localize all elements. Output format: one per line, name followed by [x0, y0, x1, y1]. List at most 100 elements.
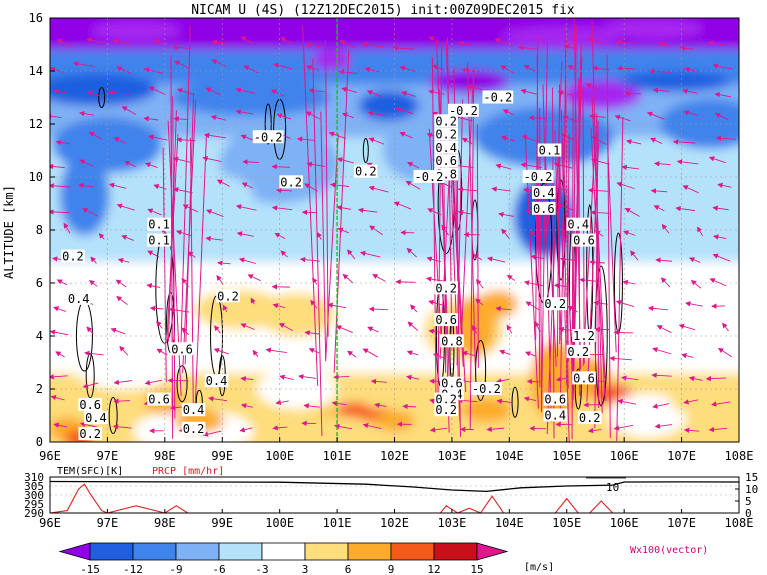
wind-vector [110, 327, 126, 335]
field-patch-40 [602, 18, 703, 39]
wind-vector [367, 110, 387, 117]
contour-label-bg [566, 344, 591, 358]
field-patch-35 [59, 155, 110, 236]
wind-vector [211, 39, 228, 45]
colorbar-box [175, 542, 220, 561]
updraft-vector [558, 133, 570, 442]
wind-vector [366, 90, 383, 97]
wind-vector [399, 65, 417, 72]
wind-vector [305, 42, 323, 48]
y-tick-label: 4 [36, 329, 43, 343]
wind-vector [357, 207, 378, 214]
wind-vector [153, 184, 167, 190]
contour-label-bg [353, 164, 378, 178]
contour-label: 0.2 [544, 297, 566, 311]
wind-vector [712, 253, 731, 262]
wind-vector [210, 114, 227, 121]
contour-label: 0.6 [573, 234, 595, 248]
wind-vector [609, 355, 632, 362]
contour-label: 0.1 [539, 144, 561, 158]
colorbar-box [261, 542, 306, 561]
wind-vector [146, 283, 161, 289]
wind-vector [329, 182, 349, 188]
wind-vector [588, 113, 606, 120]
wind-vector [362, 423, 382, 430]
field-patch-32 [590, 160, 739, 221]
colorbar-box [304, 542, 349, 561]
wind-field [50, 18, 739, 442]
wind-vector [205, 236, 223, 242]
wind-vector [280, 37, 293, 45]
wind-vector [247, 274, 261, 282]
contour-label: 0.2 [435, 128, 457, 142]
field-patch-28 [133, 170, 254, 221]
updraft-vector [591, 95, 606, 379]
colorbar-box [433, 542, 478, 561]
wind-vector [240, 323, 255, 330]
wind-vector [652, 403, 670, 409]
wind-vector [648, 68, 672, 74]
wind-vector [708, 426, 728, 433]
contour-label-bg [522, 170, 554, 183]
wind-vector [176, 88, 194, 95]
wind-vector [117, 257, 130, 264]
wind-vector [361, 42, 384, 48]
wind-vector [560, 133, 574, 141]
wind-vector [682, 185, 699, 194]
contour-label: 0.6 [544, 393, 566, 407]
contour-11 [362, 138, 369, 163]
wind-vector [116, 66, 132, 74]
updraft-vector [172, 96, 176, 419]
wind-vector [208, 396, 228, 402]
wind-vector [395, 107, 414, 115]
contour-label: 0.2 [435, 403, 457, 417]
wind-vector [181, 327, 190, 336]
surface-right-tick: 10 [745, 483, 758, 496]
updraft-vector [182, 99, 197, 373]
wind-vector [82, 208, 99, 217]
wind-vector [272, 425, 288, 431]
wind-vector [90, 256, 97, 264]
updraft-vector [539, 107, 543, 406]
contour-label-bg [78, 397, 102, 411]
y-tick-label: 2 [36, 382, 43, 396]
surface-gridlines [50, 485, 739, 496]
wind-vector [362, 348, 379, 358]
wind-vector [707, 40, 729, 47]
wind-vector [401, 90, 416, 97]
contour-label-bg [434, 403, 458, 417]
updraft-vector [476, 124, 479, 368]
wind-vector [500, 65, 515, 74]
wind-vector [429, 427, 448, 433]
wind-vector [143, 116, 159, 122]
x-tick-label: 106E [610, 449, 639, 463]
x-tick-label: 107E [667, 449, 696, 463]
wind-vector [652, 347, 672, 355]
main-axis-ticks: 96E 97E 98E 99E 100E 101E 102E 103E 104E 105E 106E… [29, 11, 754, 463]
contour-label: 0.1 [148, 218, 170, 232]
x-tick-label: 102E [380, 449, 409, 463]
contour-label-bg [434, 281, 458, 295]
updraft-vector [194, 136, 207, 412]
x-tick-label: 100E [265, 449, 294, 463]
surface-x-tick: 99E [211, 516, 233, 530]
colorbar-labels: -15 -12 -9 -6 -3 3 6 9 12 15 [80, 563, 484, 575]
wind-vector [240, 376, 254, 382]
y-tick-label: 12 [29, 117, 43, 131]
contour-label-bg [440, 376, 464, 390]
wind-vector [144, 162, 158, 168]
wind-vector [112, 38, 131, 45]
colorbar-boxes [58, 542, 509, 561]
wind-vector [316, 231, 322, 240]
x-tick-label: 98E [154, 449, 176, 463]
contour-label: 0.1 [148, 234, 170, 248]
wind-vector [506, 274, 516, 281]
surface-left-tick: 310 [24, 471, 44, 484]
contour-label-bg [572, 233, 596, 247]
field-patch-9 [477, 290, 518, 319]
wind-vector [690, 279, 702, 289]
precipitation-line [49, 483, 739, 514]
wind-vector [368, 137, 385, 145]
wind-vector [203, 132, 226, 139]
wind-vector [368, 306, 389, 312]
